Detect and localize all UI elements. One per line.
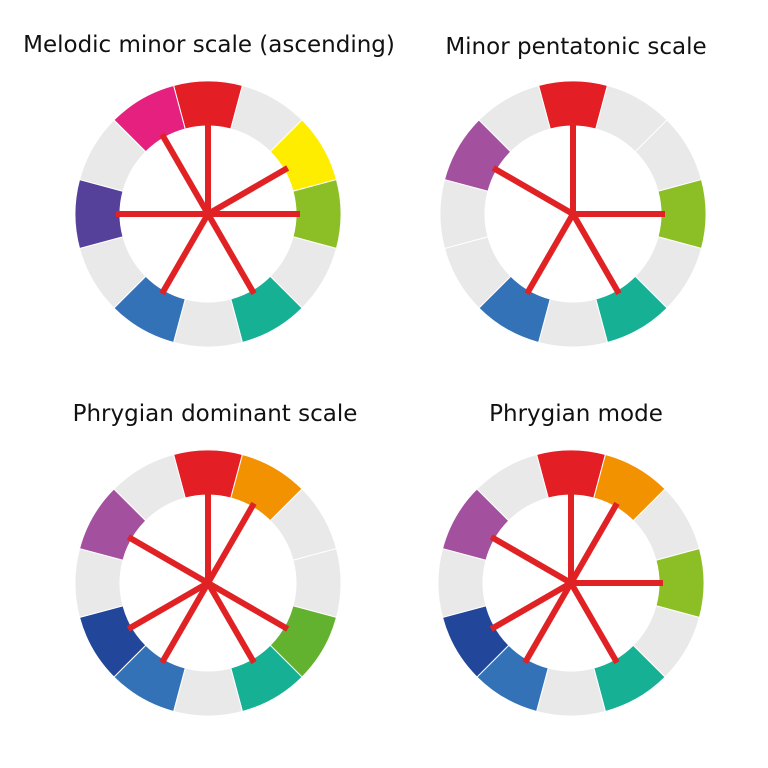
scale-spoke xyxy=(568,501,620,585)
wheel-segment-inactive xyxy=(476,453,549,522)
scale-spoke xyxy=(159,212,211,296)
scale-spoke xyxy=(126,580,210,632)
scale-spoke xyxy=(570,212,622,296)
color-wheel xyxy=(439,80,707,348)
wheel-segment-inactive xyxy=(113,453,186,522)
wheel-segment-active xyxy=(172,80,244,130)
scale-spoke xyxy=(205,581,257,665)
diagram-title: Phrygian mode xyxy=(489,401,663,427)
diagram-title: Minor pentatonic scale xyxy=(445,34,707,60)
wheel-segment-active xyxy=(172,449,244,499)
scale-spoke xyxy=(159,132,211,216)
diagram-title: Melodic minor scale (ascending) xyxy=(23,32,395,58)
wheel-segment-inactive xyxy=(172,298,244,348)
scale-spoke xyxy=(206,580,290,632)
wheel-segment-inactive xyxy=(535,667,607,717)
wheel-segment-active xyxy=(537,80,609,130)
diagram-panel-3: Phrygian dominant scale xyxy=(23,384,407,768)
wheel-segment-inactive xyxy=(292,547,342,619)
diagram-title: Phrygian dominant scale xyxy=(72,401,358,427)
wheel-segment-active xyxy=(657,178,707,250)
scale-spoke xyxy=(205,212,257,296)
wheel-segment-active xyxy=(535,449,607,499)
wheel-segment-inactive xyxy=(172,667,244,717)
wheel-segment-inactive xyxy=(74,547,124,619)
wheel-segment-inactive xyxy=(439,178,489,250)
color-wheel xyxy=(74,449,342,717)
wheel-segment-active xyxy=(292,178,342,250)
wheel-segment-inactive xyxy=(478,84,551,153)
wheel-segment-inactive xyxy=(437,547,487,619)
scale-spoke xyxy=(524,212,576,296)
diagram-panel-4: Phrygian mode xyxy=(384,384,768,768)
scale-spoke xyxy=(491,165,575,217)
wheel-segment-inactive xyxy=(537,298,609,348)
scale-spoke xyxy=(489,580,573,632)
scale-spoke xyxy=(159,581,211,665)
scale-spoke xyxy=(522,581,574,665)
scale-spoke xyxy=(205,501,257,585)
scale-spoke xyxy=(206,165,290,217)
color-wheel xyxy=(74,80,342,348)
wheel-segment-active xyxy=(74,178,124,250)
diagram-panel-2: Minor pentatonic scale xyxy=(384,0,768,384)
color-wheel xyxy=(437,449,705,717)
wheel-segment-active xyxy=(113,84,186,153)
scale-spoke xyxy=(126,534,210,586)
wheel-segment-active xyxy=(655,547,705,619)
diagram-panel-1: Melodic minor scale (ascending) xyxy=(17,0,401,384)
scale-spoke xyxy=(568,581,620,665)
scale-spoke xyxy=(489,534,573,586)
